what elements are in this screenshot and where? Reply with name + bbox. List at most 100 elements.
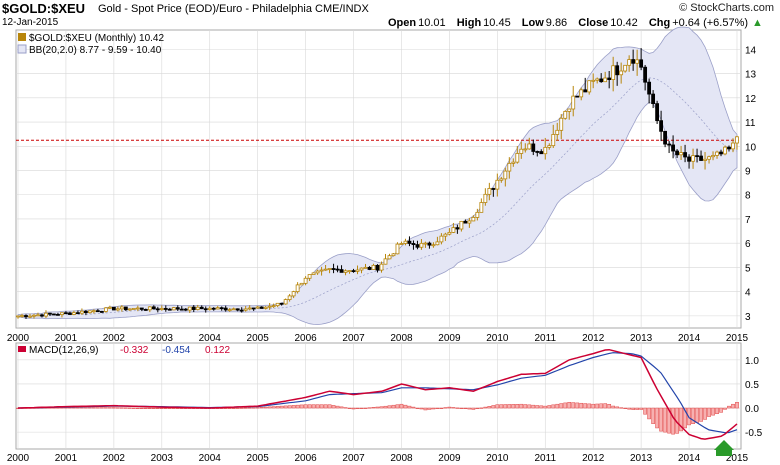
chart-date: 12-Jan-2015 — [2, 17, 59, 28]
macd-hist-bar — [395, 404, 400, 409]
price-x-tick: 2003 — [151, 333, 174, 344]
macd-hist-bar — [727, 405, 731, 409]
candle-body — [227, 309, 232, 312]
candle-body — [239, 309, 244, 312]
macd-hist-bar — [559, 403, 564, 409]
candle-body — [711, 155, 715, 158]
candle-body — [499, 178, 504, 181]
price-y-tick: 6 — [745, 239, 751, 250]
macd-x-tick: 2000 — [7, 453, 30, 464]
candle-body — [207, 307, 212, 310]
candle-body — [531, 143, 536, 152]
candle-body — [583, 89, 588, 93]
price-y-tick: 9 — [745, 167, 751, 178]
candle-body — [16, 315, 20, 318]
candle-body — [143, 309, 148, 311]
macd-x-tick: 2011 — [535, 453, 557, 464]
macd-signal-line — [18, 352, 738, 434]
macd-hist-bar — [239, 407, 244, 409]
candle-body — [279, 302, 284, 305]
candle-body — [627, 59, 632, 66]
legend-swatch-macd — [18, 346, 26, 352]
candle-body — [80, 310, 84, 314]
candle-body — [331, 268, 336, 270]
macd-hist-bar — [108, 407, 112, 409]
chg-value: +0.64 (+6.57%) — [672, 17, 749, 29]
macd-hist-bar — [315, 404, 320, 409]
macd-y-tick: 1.0 — [745, 356, 759, 367]
candle-body — [595, 78, 600, 81]
candle-body — [163, 308, 168, 310]
macd-hist-bar — [543, 405, 548, 409]
candle-body — [579, 89, 584, 98]
price-y-tick: 4 — [745, 288, 751, 299]
low-label: Low — [521, 17, 544, 29]
macd-hist-bar — [699, 407, 703, 422]
macd-hist-bar — [347, 407, 352, 409]
candle-body — [411, 243, 416, 246]
stockcharts-logo[interactable]: © StockCharts.com — [679, 2, 774, 14]
macd-hist-bar — [555, 403, 560, 409]
candle-body — [455, 227, 460, 230]
candle-body — [159, 308, 164, 310]
candle-body — [623, 64, 628, 72]
price-y-tick: 3 — [745, 312, 751, 323]
macd-y-axis: 1.0 0.5 0.0 -0.5 — [745, 356, 763, 439]
macd-hist-bar — [251, 407, 256, 409]
price-x-tick: 2014 — [678, 333, 701, 344]
close-label: Close — [578, 17, 609, 29]
macd-hist-bar — [383, 405, 388, 409]
macd-hist-bar — [72, 407, 76, 409]
candle-body — [615, 65, 620, 76]
macd-hist-bar — [587, 403, 592, 409]
candle-body — [151, 306, 156, 310]
candle-body — [527, 143, 532, 150]
candle-body — [44, 312, 48, 317]
chart-description: Gold - Spot Price (EOD)/Euro - Philadelp… — [98, 3, 369, 15]
candle-body — [32, 314, 36, 317]
candle-body — [283, 299, 288, 305]
macd-hist-bar — [443, 407, 448, 409]
candle-body — [263, 306, 268, 309]
candle-body — [599, 78, 604, 83]
macd-hist-bar — [295, 404, 300, 409]
candle-body — [271, 305, 276, 308]
candle-body — [655, 103, 660, 122]
macd-hist-bar — [575, 402, 580, 409]
candle-body — [56, 313, 60, 316]
legend-swatch-price — [18, 33, 26, 41]
candle-body — [523, 148, 528, 151]
candle-body — [243, 308, 248, 311]
macd-hist-bar — [92, 407, 96, 409]
candle-body — [323, 268, 328, 271]
macd-hist-bar — [375, 406, 380, 409]
candle-body — [219, 307, 224, 310]
candle-body — [175, 307, 180, 310]
macd-grid — [16, 343, 741, 449]
macd-line — [17, 348, 738, 440]
candle-body — [68, 312, 72, 315]
candle-body — [399, 243, 404, 245]
macd-hist-bar — [427, 407, 432, 410]
candle-body — [431, 244, 436, 247]
macd-hist-bar — [483, 406, 488, 409]
macd-hist-bar — [627, 407, 631, 410]
macd-hist-bar — [455, 407, 460, 409]
macd-hist-bar — [503, 404, 508, 409]
candle-body — [451, 227, 456, 233]
candle-body — [719, 151, 723, 155]
macd-hist-bar — [659, 407, 663, 432]
macd-hist-bar — [359, 407, 364, 409]
candle-body — [647, 81, 652, 95]
macd-x-tick: 2015 — [726, 453, 749, 464]
candle-body — [199, 306, 204, 310]
price-y-tick: 12 — [745, 94, 757, 105]
macd-hist-bar — [399, 403, 404, 409]
candle-body — [563, 111, 568, 119]
price-y-tick: 8 — [745, 191, 751, 202]
candle-body — [76, 312, 80, 315]
macd-hist-bar — [711, 407, 715, 416]
macd-hist-bar — [475, 407, 480, 409]
candle-body — [123, 306, 128, 311]
candle-body — [327, 268, 332, 270]
